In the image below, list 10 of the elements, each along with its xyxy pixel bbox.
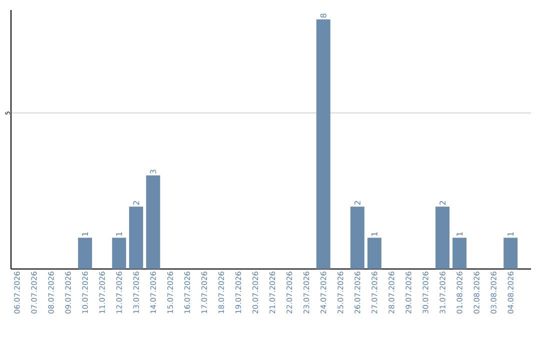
bar <box>350 206 364 269</box>
bar <box>452 238 467 269</box>
bar <box>316 19 330 269</box>
bar <box>504 238 518 269</box>
bar <box>436 206 450 269</box>
bar <box>367 238 382 269</box>
bar <box>146 175 160 269</box>
bar <box>112 238 126 269</box>
bar <box>78 238 92 269</box>
bar <box>129 206 144 269</box>
